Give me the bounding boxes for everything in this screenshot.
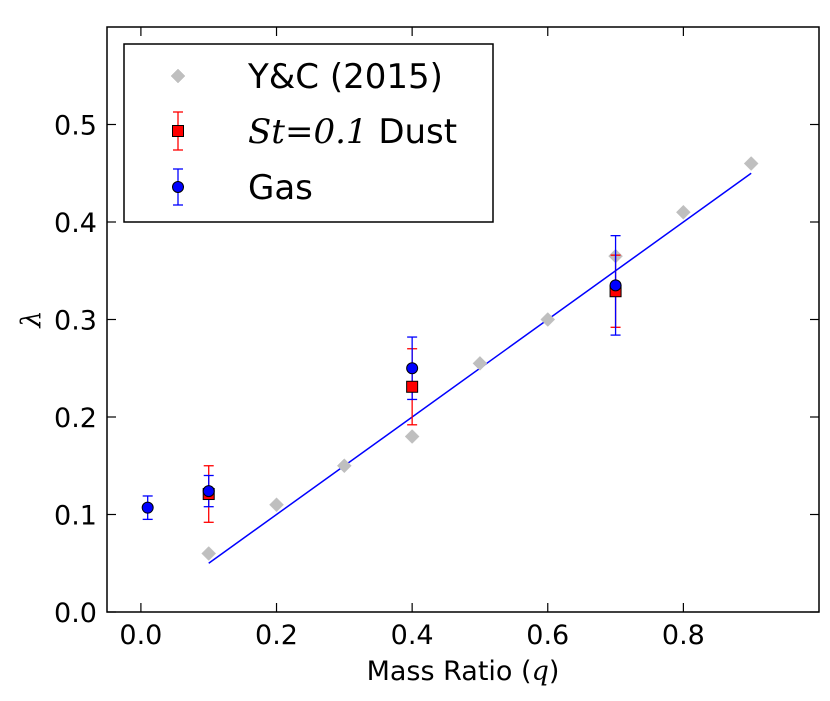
legend-box [123,43,494,223]
yc-point [676,204,691,220]
y-axis-label: λ [16,310,47,328]
x-axis-label: Mass Ratio (q) [367,656,560,687]
yc-point [404,429,420,444]
legend: Y&C (2015) St=0.1 Dust Gas [123,43,494,223]
gas-point [141,501,154,514]
yc-point [269,497,284,513]
x-tick-label: 0.2 [255,620,298,651]
legend-dust-marker [172,125,184,137]
yc-point [472,356,488,371]
yc-point [336,458,352,474]
y-tick-label: 0.3 [54,306,97,337]
legend-gas-label: Gas [248,168,313,208]
yc-point [201,546,217,561]
x-tick-label: 0.4 [391,620,434,651]
gas-point [406,362,419,375]
gas-point [202,485,215,498]
gas-point [609,279,622,292]
y-tick-label: 0.2 [54,403,97,434]
dust-point [406,380,419,393]
y-tick-label: 0.5 [54,111,97,142]
legend-gas-marker [172,181,184,193]
y-tick-label: 0.4 [54,208,97,239]
data-marks [141,156,759,561]
legend-yc-label: Y&C (2015) [247,57,443,97]
tick-labels: 0.0 0.2 0.4 0.6 0.8 0.0 0.1 0.2 0.3 0.4 0.5 [54,111,705,652]
legend-dust-label: St=0.1 Dust [248,112,457,152]
y-tick-label: 0.0 [54,598,97,629]
legend-text-label: Dust [368,112,458,152]
x-tick-label: 0.0 [119,620,162,651]
legend-yc-marker [170,68,186,84]
x-tick-label: 0.8 [662,620,705,651]
plot-frame [106,26,820,613]
x-tick-label: 0.6 [526,620,569,651]
y-tick-label: 0.1 [54,501,97,532]
legend-math-label: St=0.1 [248,112,368,152]
yc-point [743,156,759,171]
yc-point [540,312,556,327]
